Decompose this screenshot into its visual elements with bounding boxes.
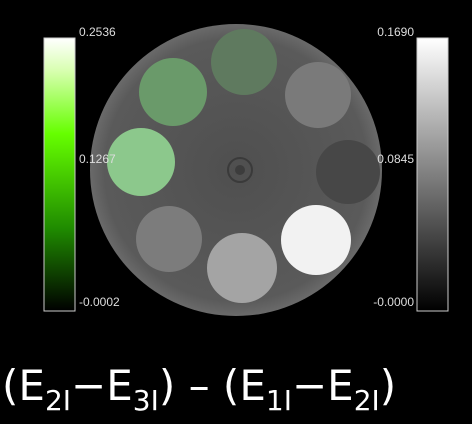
formula-part: ) – ( (159, 361, 239, 410)
ct-image (90, 24, 382, 316)
left-colorbar (44, 38, 75, 311)
formula-part: ( (2, 361, 18, 410)
formula-part: ) (380, 361, 396, 410)
formula-subscript: 3I (133, 384, 159, 417)
formula-part: − (71, 361, 106, 410)
formula-part: E (239, 361, 266, 410)
insert (136, 206, 202, 272)
insert (281, 205, 351, 275)
left-colorbar-label: 0.1267 (79, 152, 116, 166)
formula-part: E (18, 361, 45, 410)
left-colorbar-label: -0.0002 (79, 295, 120, 309)
insert (285, 62, 351, 128)
left-colorbar-label: 0.2536 (79, 25, 116, 39)
insert (316, 140, 380, 204)
insert (107, 128, 175, 196)
right-colorbar-label: 0.0845 (377, 152, 414, 166)
formula-part: E (327, 361, 354, 410)
center-dot (235, 165, 245, 175)
insert (139, 58, 207, 126)
insert (207, 233, 277, 303)
right-colorbar-label: 0.1690 (377, 25, 414, 39)
right-colorbar-label: -0.0000 (373, 295, 414, 309)
formula-part: − (292, 361, 327, 410)
formula-part: E (106, 361, 133, 410)
right-colorbar (417, 38, 448, 311)
formula-subscript: 2I (45, 384, 71, 417)
formula-subscript: 1I (266, 384, 292, 417)
figure: 0.2536 0.1267 -0.0002 0.1690 0.0845 -0.0… (0, 0, 472, 424)
formula-subscript: 2I (354, 384, 380, 417)
insert (211, 29, 277, 95)
